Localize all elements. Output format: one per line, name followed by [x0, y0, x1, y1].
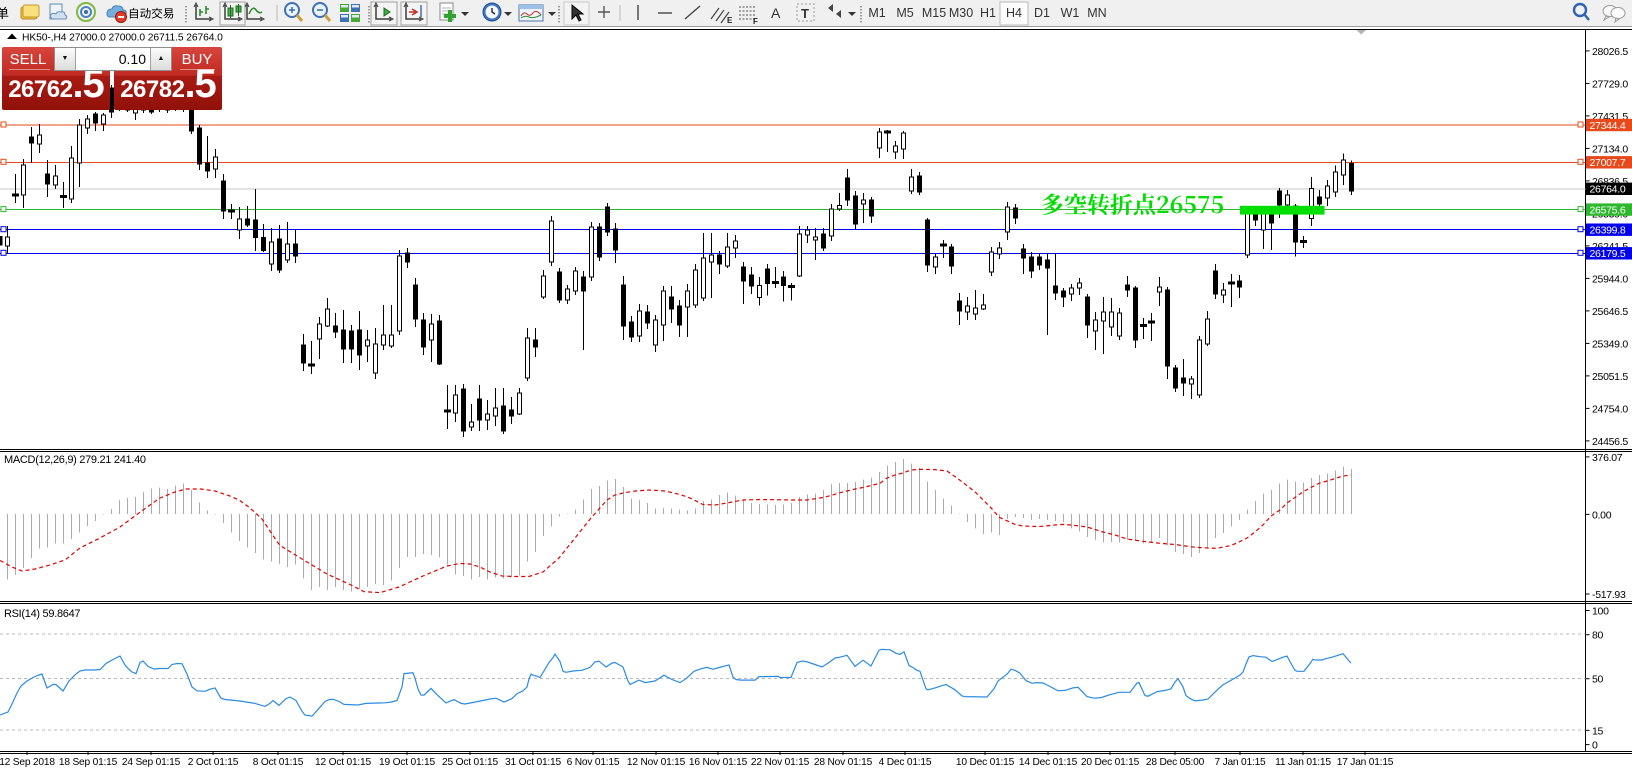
- svg-text:27134.0: 27134.0: [1592, 143, 1628, 155]
- svg-text:17 Jan 01:15: 17 Jan 01:15: [1337, 757, 1394, 768]
- svg-text:MACD(12,26,9) 279.21 241.40: MACD(12,26,9) 279.21 241.40: [4, 454, 146, 466]
- svg-text:T: T: [801, 6, 809, 21]
- svg-text:12 Oct 01:15: 12 Oct 01:15: [315, 757, 371, 768]
- svg-text:16 Nov 01:15: 16 Nov 01:15: [689, 757, 748, 768]
- svg-text:M1: M1: [868, 6, 885, 20]
- svg-text:24456.5: 24456.5: [1592, 436, 1628, 448]
- svg-text:25051.5: 25051.5: [1592, 371, 1628, 383]
- svg-text:F: F: [753, 17, 758, 26]
- svg-text:25646.5: 25646.5: [1592, 306, 1628, 318]
- svg-text:100: 100: [1592, 606, 1609, 618]
- svg-text:0.00: 0.00: [1592, 509, 1612, 521]
- svg-text:-517.93: -517.93: [1592, 589, 1626, 601]
- svg-text:12 Sep 2018: 12 Sep 2018: [0, 757, 55, 768]
- svg-text:2 Oct 01:15: 2 Oct 01:15: [188, 757, 239, 768]
- svg-text:22 Nov 01:15: 22 Nov 01:15: [751, 757, 810, 768]
- svg-text:HK50-,H4 27000.0 27000.0 2671: HK50-,H4 27000.0 27000.0 26711.5 26764.0: [22, 33, 223, 44]
- svg-text:376.07: 376.07: [1592, 452, 1623, 464]
- svg-text:25944.0: 25944.0: [1592, 273, 1628, 285]
- svg-text:W1: W1: [1061, 6, 1080, 20]
- svg-text:12 Nov 01:15: 12 Nov 01:15: [627, 757, 686, 768]
- svg-text:E: E: [727, 16, 733, 25]
- svg-text:80: 80: [1592, 630, 1604, 642]
- svg-text:H4: H4: [1006, 6, 1022, 20]
- svg-text:27729.0: 27729.0: [1592, 78, 1628, 90]
- svg-text:0: 0: [1592, 740, 1598, 752]
- svg-text:11 Jan 01:15: 11 Jan 01:15: [1275, 757, 1331, 768]
- svg-text:8 Oct 01:15: 8 Oct 01:15: [253, 757, 304, 768]
- svg-text:24754.0: 24754.0: [1592, 403, 1628, 415]
- svg-text:4 Dec 01:15: 4 Dec 01:15: [879, 757, 932, 768]
- svg-text:26399.8: 26399.8: [1590, 225, 1626, 237]
- svg-text:M15: M15: [922, 6, 946, 20]
- svg-text:31 Oct 01:15: 31 Oct 01:15: [505, 757, 561, 768]
- svg-text:H1: H1: [980, 6, 996, 20]
- svg-text:19 Oct 01:15: 19 Oct 01:15: [379, 757, 435, 768]
- svg-text:15: 15: [1592, 725, 1604, 737]
- svg-text:26764.0: 26764.0: [1590, 184, 1626, 196]
- svg-text:18 Sep 01:15: 18 Sep 01:15: [59, 757, 118, 768]
- svg-text:27007.7: 27007.7: [1590, 157, 1626, 169]
- svg-text:D1: D1: [1034, 6, 1050, 20]
- svg-text:M30: M30: [949, 6, 973, 20]
- svg-text:26575.6: 26575.6: [1590, 204, 1626, 216]
- svg-text:RSI(14) 59.8647: RSI(14) 59.8647: [4, 608, 80, 620]
- svg-text:M5: M5: [896, 6, 913, 20]
- svg-text:10 Dec 01:15: 10 Dec 01:15: [956, 757, 1015, 768]
- svg-text:26179.5: 26179.5: [1590, 248, 1626, 260]
- svg-text:28 Nov 01:15: 28 Nov 01:15: [814, 757, 873, 768]
- svg-text:24 Sep 01:15: 24 Sep 01:15: [122, 757, 181, 768]
- svg-text:25349.0: 25349.0: [1592, 338, 1628, 350]
- svg-text:50: 50: [1592, 674, 1604, 686]
- svg-text:7 Jan 01:15: 7 Jan 01:15: [1214, 757, 1266, 768]
- svg-text:25 Oct 01:15: 25 Oct 01:15: [442, 757, 498, 768]
- svg-text:27344.4: 27344.4: [1590, 120, 1626, 132]
- svg-text:28 Dec 05:00: 28 Dec 05:00: [1146, 757, 1205, 768]
- svg-text:6 Nov 01:15: 6 Nov 01:15: [567, 757, 620, 768]
- svg-text:28026.5: 28026.5: [1592, 46, 1628, 58]
- svg-text:20 Dec 01:15: 20 Dec 01:15: [1081, 757, 1140, 768]
- svg-text:MN: MN: [1087, 6, 1106, 20]
- svg-text:A: A: [771, 5, 781, 21]
- svg-text:14 Dec 01:15: 14 Dec 01:15: [1019, 757, 1078, 768]
